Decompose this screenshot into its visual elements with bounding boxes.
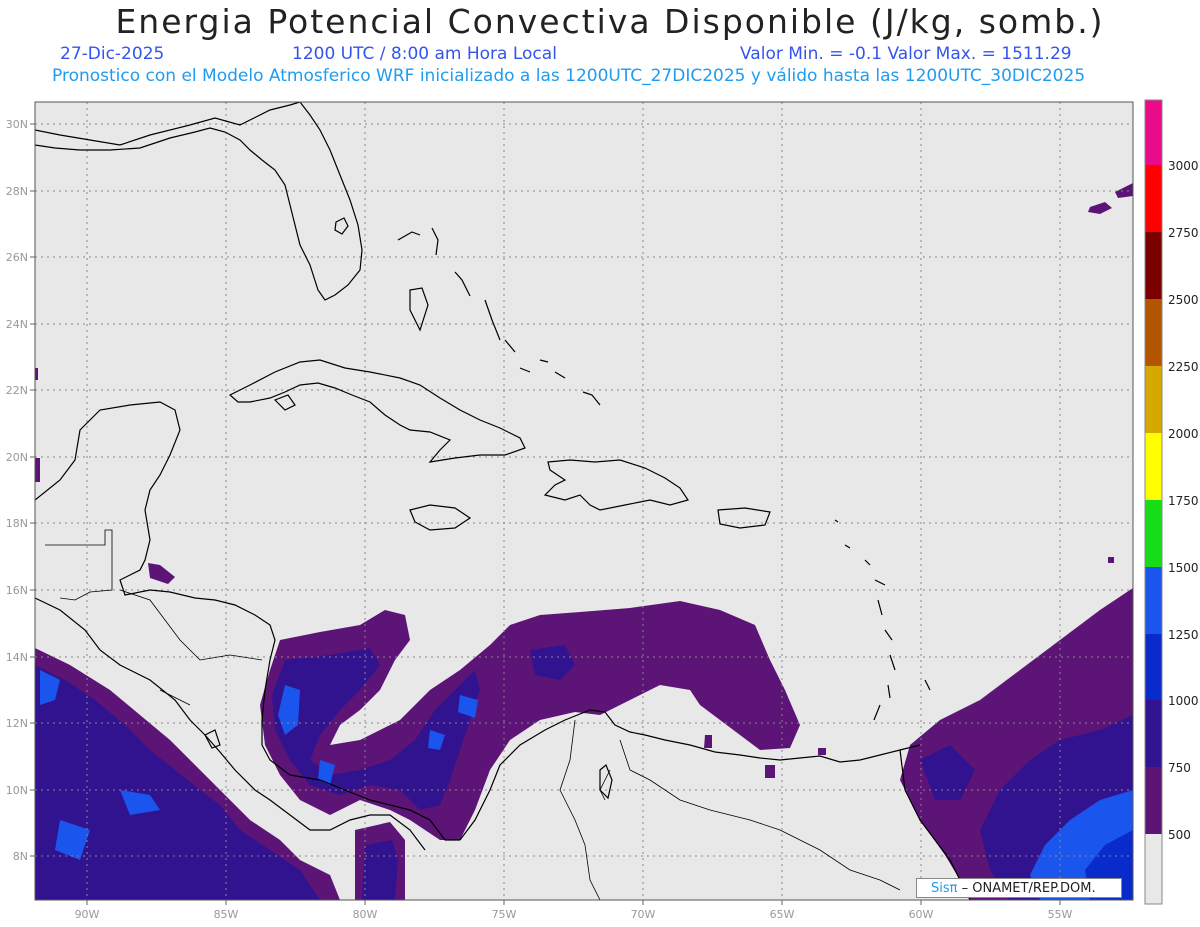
colorbar-label: 1000 [1168,694,1199,708]
lat-label: 20N [6,451,28,464]
colorbar-segment [1145,767,1162,834]
coast-lake-maracaibo [599,764,613,800]
axis-ticks [30,123,1061,905]
forecast-date: 27-Dic-2025 [60,44,165,64]
coast-lake-nicaragua [204,729,221,749]
lon-label: 70W [631,908,656,921]
lon-label: 75W [492,908,517,921]
lon-label: 85W [214,908,239,921]
lat-label: 8N [13,850,28,863]
cape-region-caribbean-mid [530,645,575,680]
colorbar-segment [1145,700,1162,767]
lon-label: 55W [1048,908,1073,921]
credit-box: Sisπ – ONAMET/REP.DOM. [916,878,1122,898]
lat-label: 14N [6,651,28,664]
coastlines [35,102,971,900]
lon-label: 80W [353,908,378,921]
coast-hispaniola [543,459,689,511]
lon-label: 65W [770,908,795,921]
colorbar-frame [1144,99,1163,905]
credit-text: – ONAMET/REP.DOM. [957,881,1096,896]
coast-lesser-antilles [834,519,931,721]
lat-label: 24N [6,318,28,331]
cape-region-pacific-blue [40,670,160,860]
lat-label: 28N [6,185,28,198]
model-description: Pronostico con el Modelo Atmosferico WRF… [52,66,1086,86]
min-max-values: Valor Min. = -0.1 Valor Max. = 1511.29 [740,44,1072,64]
coast-jamaica [409,504,472,531]
cape-region-panama-dark [362,840,398,900]
colorbar-segment [1145,165,1162,232]
coast-puerto-rico [717,507,771,529]
lat-label: 18N [6,517,28,530]
coast-central-america-pacific [35,597,426,851]
coast-isla-juventud [273,394,296,411]
colorbar-segment [1145,834,1162,904]
colorbar-label: 1500 [1168,561,1199,575]
colorbar-label: 1250 [1168,628,1199,642]
colorbar-label: 3000 [1168,159,1199,173]
cape-blob-honduras [148,563,175,584]
lat-label: 16N [6,584,28,597]
longitude-labels: 90W 85W 80W 75W 70W 65W 60W 55W [75,908,1073,921]
gridlines [35,102,1133,900]
lon-label: 60W [909,908,934,921]
lat-label: 10N [6,784,28,797]
coast-florida [35,102,363,301]
colorbar-segment [1145,500,1162,567]
map-frame [34,101,1134,901]
coast-cuba [228,359,526,463]
cape-region-caribbean-core [272,648,480,810]
lat-label: 26N [6,251,28,264]
coast-bahamas [397,227,601,406]
lat-label: 22N [6,384,28,397]
latitude-labels: 30N 28N 26N 24N 22N 20N 18N 16N 14N 12N … [6,118,28,863]
colorbar-segment [1145,567,1162,634]
colorbar-segment [1145,634,1162,700]
colorbar-label: 2250 [1168,360,1199,374]
colorbar-label: 2750 [1168,226,1199,240]
lat-label: 30N [6,118,28,131]
map-title: Energia Potencial Convectiva Disponible … [115,2,1105,41]
colorbar: 3000 2750 2500 2250 2000 1750 1500 1250 … [1144,99,1199,905]
colorbar-label: 1750 [1168,494,1199,508]
colorbar-segment [1145,100,1162,165]
lat-label: 12N [6,717,28,730]
coast-yucatan [35,401,460,841]
sis-logo: Sisπ [931,881,958,896]
cape-region-pacific-dark [35,665,320,900]
colorbar-label: 750 [1168,761,1191,775]
colorbar-segment [1145,232,1162,299]
cape-shading [35,183,1133,900]
colorbar-label: 500 [1168,828,1191,842]
colorbar-label: 2000 [1168,427,1199,441]
borders [45,529,901,900]
lon-label: 90W [75,908,100,921]
colorbar-segment [1145,433,1162,500]
forecast-time: 1200 UTC / 8:00 am Hora Local [292,44,557,64]
colorbar-segment [1145,299,1162,366]
colorbar-label: 2500 [1168,293,1199,307]
colorbar-segment [1145,366,1162,433]
cape-region-caribbean-blue [278,685,478,785]
coast-lake-okeechobee [334,217,349,235]
